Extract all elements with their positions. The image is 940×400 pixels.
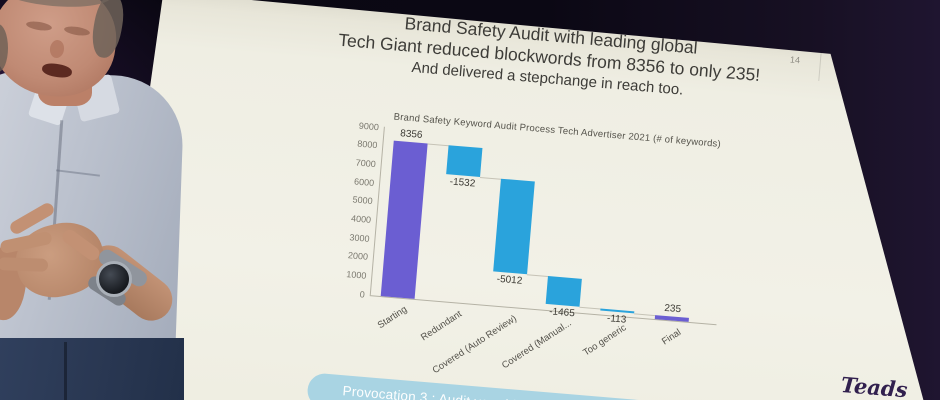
- y-axis-tick-label: 1000: [345, 268, 367, 281]
- presenter-jeans: [0, 338, 184, 400]
- presenter-hair-left: [0, 24, 8, 72]
- bar-value-label: 8356: [399, 128, 423, 141]
- teads-logo: Teads: [839, 371, 909, 400]
- waterfall-bar-4: [546, 276, 582, 306]
- y-axis-tick-label: 2000: [347, 250, 369, 262]
- waterfall-bar-2: [446, 145, 482, 176]
- y-axis-tick-label: 4000: [350, 213, 372, 225]
- presenter: [0, 0, 220, 400]
- y-axis-tick-label: 0: [359, 288, 366, 300]
- waterfall-bar-3: [493, 178, 535, 274]
- jeans-seam: [64, 342, 67, 400]
- y-axis-tick-label: 3000: [349, 231, 370, 244]
- waterfall-connector: [428, 143, 449, 146]
- y-axis-tick-label: 7000: [355, 157, 377, 169]
- y-axis-tick-label: 5000: [352, 194, 374, 207]
- y-axis-tick-label: 9000: [358, 120, 380, 132]
- wristwatch-icon: [96, 261, 132, 297]
- waterfall-bar-1: [381, 141, 428, 299]
- y-axis-tick-label: 6000: [353, 175, 375, 188]
- y-axis-tick-label: 8000: [356, 138, 378, 151]
- presenter-finger: [0, 257, 49, 272]
